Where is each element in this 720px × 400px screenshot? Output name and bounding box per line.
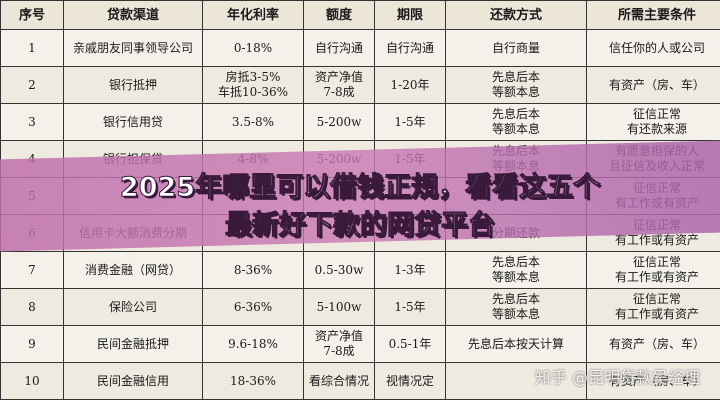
cell-line: 等额本息 xyxy=(491,85,540,99)
table-cell: 1 xyxy=(0,29,64,67)
table-cell: 9 xyxy=(0,325,64,363)
table-row: 10 民间金融信用 18-36% 看综合情况 视情况定 有资产（房、车） xyxy=(0,362,720,400)
table-cell: 5-200w xyxy=(303,103,375,141)
table-cell: 1-5年 xyxy=(374,288,446,326)
table-cell: 10 xyxy=(0,362,64,400)
cell-line: 等额本息 xyxy=(491,122,540,136)
cell-line: 征信正常 xyxy=(632,255,681,269)
table-row: 8 保险公司 6-36% 5-100w 1-5年 先息后本 等额本息 征信正常 有工作或有资产 xyxy=(0,288,720,326)
cell-line: 有还款来源 xyxy=(626,122,687,136)
table-cell: 0.5-30w xyxy=(303,251,375,289)
header-cell: 贷款渠道 xyxy=(63,0,203,30)
table-row: 1 亲戚朋友同事领导公司 0-18% 自行沟通 自行沟通 自行商量 信任你的人或公司 xyxy=(0,29,720,67)
table-cell: 3 xyxy=(0,103,64,141)
table-cell: 9.6-18% xyxy=(202,325,304,363)
table-cell: 0.5-1年 xyxy=(374,325,446,363)
table-cell: 自行沟通 xyxy=(303,29,375,67)
table-cell: 征信正常 有还款来源 xyxy=(586,103,720,141)
table-row: 3 银行信用贷 3.5-8% 5-200w 1-5年 先息后本 等额本息 征信正常 有还款来源 xyxy=(0,103,720,141)
table-cell: 征信正常有工作或有资产 xyxy=(586,288,720,326)
table-cell: 6-36% xyxy=(202,288,304,326)
header-cell: 年化利率 xyxy=(202,0,304,30)
table-row: 9 民间金融抵押 9.6-18% 资产净值 7-8成 0.5-1年 先息后本按天计算 有资产（… xyxy=(0,325,720,363)
table-cell: 0-18% xyxy=(202,29,304,67)
table-cell: 资产净值 7-8成 xyxy=(303,325,375,363)
table-cell: 8-36% xyxy=(202,251,304,289)
table-cell: 有资产（房、车） xyxy=(586,362,720,400)
table-cell: 1-5年 xyxy=(374,103,446,141)
table-cell: 先息后本等额本息 xyxy=(445,103,587,141)
header-cell: 序号 xyxy=(0,0,64,30)
cell-line: 有工作或有资产 xyxy=(614,307,699,321)
table-cell: 1-3年 xyxy=(374,251,446,289)
table-cell: 信任你的人或公司 xyxy=(586,29,720,67)
table-cell: 2 xyxy=(0,66,64,104)
header-cell: 还款方式 xyxy=(445,0,587,30)
header-cell: 额度 xyxy=(303,0,375,30)
table-cell: 18-36% xyxy=(202,362,304,400)
cell-line: 征信正常 xyxy=(632,107,681,121)
table-cell: 自行沟通 xyxy=(374,29,446,67)
table-cell: 银行抵押 xyxy=(63,66,203,104)
table-row: 7 消费金融（网贷） 8-36% 0.5-30w 1-3年 先息后本 等额本息 征信正常 有工作… xyxy=(0,251,720,289)
cell-line: 资产净值 xyxy=(314,329,363,343)
table-cell: 先息后本等额本息 xyxy=(445,251,587,289)
header-row: 序号 贷款渠道 年化利率 额度 期限 还款方式 所需主要条件 xyxy=(0,0,720,30)
table-cell: 有资产（房、车） xyxy=(586,325,720,363)
table-cell: 视情况定 xyxy=(374,362,446,400)
banner-subtitle: 最新好下款的网贷平台 xyxy=(225,210,496,242)
cell-line: 车抵10-36% xyxy=(218,85,288,99)
header-cell: 所需主要条件 xyxy=(586,0,720,30)
table-cell: 银行信用贷 xyxy=(63,103,203,141)
table-cell: 自行商量 xyxy=(445,29,587,67)
table-cell: 7 xyxy=(0,251,64,289)
table-cell: 消费金融（网贷） xyxy=(63,251,203,289)
table-cell: 先息后本等额本息 xyxy=(445,288,587,326)
cell-line: 征信正常 xyxy=(632,292,681,306)
cell-line: 房抵3-5% xyxy=(225,70,281,84)
cell-line: 先息后本 xyxy=(491,292,540,306)
table-cell: 8 xyxy=(0,288,64,326)
header-cell: 期限 xyxy=(374,0,446,30)
table-cell: 1-20年 xyxy=(374,66,446,104)
cell-line: 先息后本 xyxy=(491,70,540,84)
cell-line: 有工作或有资产 xyxy=(614,270,699,284)
table-cell xyxy=(445,362,587,400)
cell-line: 资产净值 xyxy=(314,70,363,84)
table-cell: 5-100w xyxy=(303,288,375,326)
cell-line: 7-8成 xyxy=(323,85,355,99)
table-cell: 3.5-8% xyxy=(202,103,304,141)
table-cell: 先息后本等额本息 xyxy=(445,66,587,104)
cell-line: 有工作或有资产 xyxy=(614,233,699,247)
cell-line: 先息后本 xyxy=(491,107,540,121)
cell-line: 先息后本 xyxy=(491,255,540,269)
table-row: 2 银行抵押 房抵3-5% 车抵10-36% 资产净值 7-8成 1-20年 先息后本 等额本息… xyxy=(0,66,720,104)
table-cell: 民间金融抵押 xyxy=(63,325,203,363)
watermark: 知乎 @昆明贷款吴经理 xyxy=(534,368,700,387)
table-cell: 资产净值 7-8成 xyxy=(303,66,375,104)
table-cell: 征信正常有工作或有资产 xyxy=(586,251,720,289)
table-cell: 看综合情况 xyxy=(303,362,375,400)
cell-line: 等额本息 xyxy=(491,307,540,321)
table-cell: 先息后本按天计算 xyxy=(445,325,587,363)
banner-title: 2025年哪里可以借钱正规，看看这五个 xyxy=(119,172,601,204)
table-cell: 有资产（房、车） xyxy=(586,66,720,104)
table-cell: 保险公司 xyxy=(63,288,203,326)
table-cell: 亲戚朋友同事领导公司 xyxy=(63,29,203,67)
table-cell: 房抵3-5% 车抵10-36% xyxy=(202,66,304,104)
cell-line: 7-8成 xyxy=(323,344,355,358)
cell-line: 等额本息 xyxy=(491,270,540,284)
table-cell: 民间金融信用 xyxy=(63,362,203,400)
